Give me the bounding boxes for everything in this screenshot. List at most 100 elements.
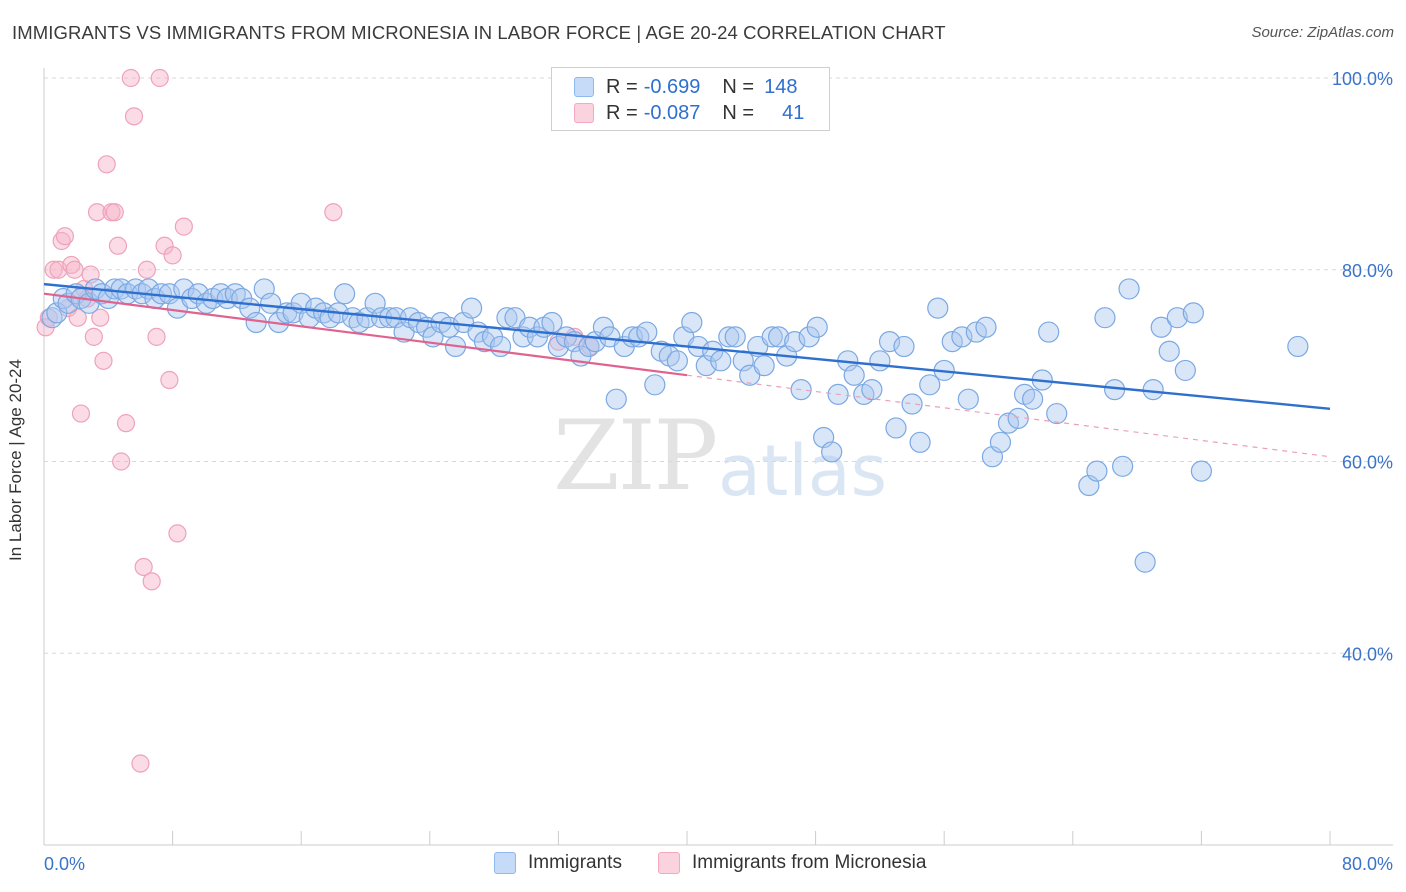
y-tick-label: 60.0% (1342, 453, 1393, 473)
immigrants-point (885, 417, 907, 439)
immigrants-point (927, 297, 949, 319)
immigrants-point (753, 355, 775, 377)
micronesia-point (163, 246, 182, 265)
immigrants-point (496, 307, 518, 329)
immigrants-point (1287, 335, 1309, 358)
micronesia-trend-dashed (686, 374, 1331, 458)
immigrants-point (334, 283, 356, 305)
immigrants-point (869, 350, 891, 372)
micronesia-point (142, 572, 161, 591)
immigrants-point (821, 441, 843, 463)
immigrants-point (666, 350, 688, 372)
immigrants-point (861, 378, 883, 401)
immigrants-point (1112, 455, 1134, 477)
immigrants-point (1190, 460, 1213, 482)
immigrants-point (681, 311, 703, 334)
chart-title: IMMIGRANTS VS IMMIGRANTS FROM MICRONESIA… (12, 22, 946, 43)
micronesia-point (112, 452, 131, 471)
legend-r-label: R = (606, 75, 638, 98)
micronesia-point (124, 107, 144, 126)
micronesia-point (68, 308, 87, 327)
legend-n-value: 148 (764, 75, 798, 98)
micronesia-point (324, 203, 343, 222)
legend-row-immigrants: R = -0.699 N = 148 (574, 75, 797, 99)
legend-r-value: -0.087 (643, 101, 701, 124)
micronesia-point (87, 203, 107, 222)
micronesia-point (134, 557, 153, 577)
immigrants-point (1142, 378, 1164, 401)
immigrants-point (605, 388, 627, 410)
micronesia-point (121, 68, 140, 88)
immigrants-point (1150, 316, 1172, 338)
immigrants-point (1086, 460, 1108, 482)
micronesia-point (97, 155, 116, 174)
immigrants-point (989, 431, 1012, 453)
micronesia-point (105, 203, 124, 222)
immigrants-point (919, 374, 941, 396)
immigrants-point (997, 412, 1020, 434)
micronesia-point (150, 68, 169, 88)
micronesia-point (84, 327, 103, 346)
x-tick-label: 80.0% (1342, 854, 1393, 874)
legend-n-label: N = (722, 75, 755, 98)
legend-item-immigrants: Immigrants (494, 852, 622, 874)
immigrants-point (893, 335, 915, 358)
micronesia-point (108, 236, 128, 255)
immigrants-point (1134, 551, 1156, 573)
watermark-zip: ZIP (553, 400, 718, 512)
chart-source: Source: ZipAtlas.com (1251, 24, 1394, 41)
legend-swatch-micronesia (574, 103, 594, 123)
y-tick-label: 80.0% (1342, 261, 1393, 281)
legend-r-value: -0.699 (643, 75, 701, 98)
immigrants-point (1038, 321, 1060, 343)
immigrants-point (1094, 307, 1116, 329)
legend-label-micronesia: Immigrants from Micronesia (692, 852, 927, 873)
correlation-legend: R = -0.699 N = 148 R = -0.087 N = 41 (551, 67, 830, 131)
immigrants-point (761, 326, 783, 348)
immigrants-point (957, 388, 979, 410)
y-tick-label: 40.0% (1342, 644, 1393, 664)
micronesia-point (168, 524, 187, 543)
immigrants-point (909, 431, 931, 453)
micronesia-point (131, 754, 150, 773)
micronesia-point (65, 260, 84, 279)
legend-n-value: 41 (782, 101, 805, 124)
micronesia-point (137, 260, 156, 279)
immigrants-point (790, 378, 812, 401)
micronesia-point (174, 217, 193, 236)
micronesia-point (91, 308, 110, 327)
micronesia-point (44, 260, 63, 279)
immigrants-point (806, 316, 828, 338)
immigrants-point (644, 374, 666, 396)
legend-item-micronesia: Immigrants from Micronesia (658, 852, 926, 874)
immigrants-point (718, 326, 740, 348)
immigrants-point (768, 326, 790, 348)
micronesia-point (55, 227, 74, 246)
y-axis-label: In Labor Force | Age 20-24 (6, 359, 25, 561)
immigrants-point (975, 316, 997, 338)
immigrants-point (460, 297, 483, 319)
legend-swatch-immigrants (494, 852, 516, 874)
immigrants-point (901, 393, 923, 415)
legend-row-micronesia: R = -0.087 N = 41 (574, 101, 804, 125)
immigrants-point (1046, 402, 1068, 425)
immigrants-point (710, 350, 732, 372)
immigrants-point (260, 292, 282, 314)
micronesia-point (62, 255, 81, 275)
micronesia-point (94, 351, 113, 370)
legend-swatch-immigrants (574, 77, 594, 97)
micronesia-point (160, 370, 179, 390)
watermark-atlas: atlas (718, 430, 888, 512)
immigrants-point (1118, 278, 1140, 300)
immigrants-point (636, 321, 658, 343)
immigrants-point (1166, 307, 1188, 329)
immigrants-point (1158, 340, 1180, 362)
immigrants-point (1174, 359, 1196, 382)
immigrants-trend-line (43, 282, 1331, 410)
legend-n-label: N = (722, 101, 755, 124)
y-tick-label: 100.0% (1332, 69, 1393, 89)
micronesia-trend-line (43, 292, 688, 377)
legend-swatch-micronesia (658, 852, 680, 874)
immigrants-point (941, 331, 963, 353)
legend-label-immigrants: Immigrants (528, 852, 622, 873)
